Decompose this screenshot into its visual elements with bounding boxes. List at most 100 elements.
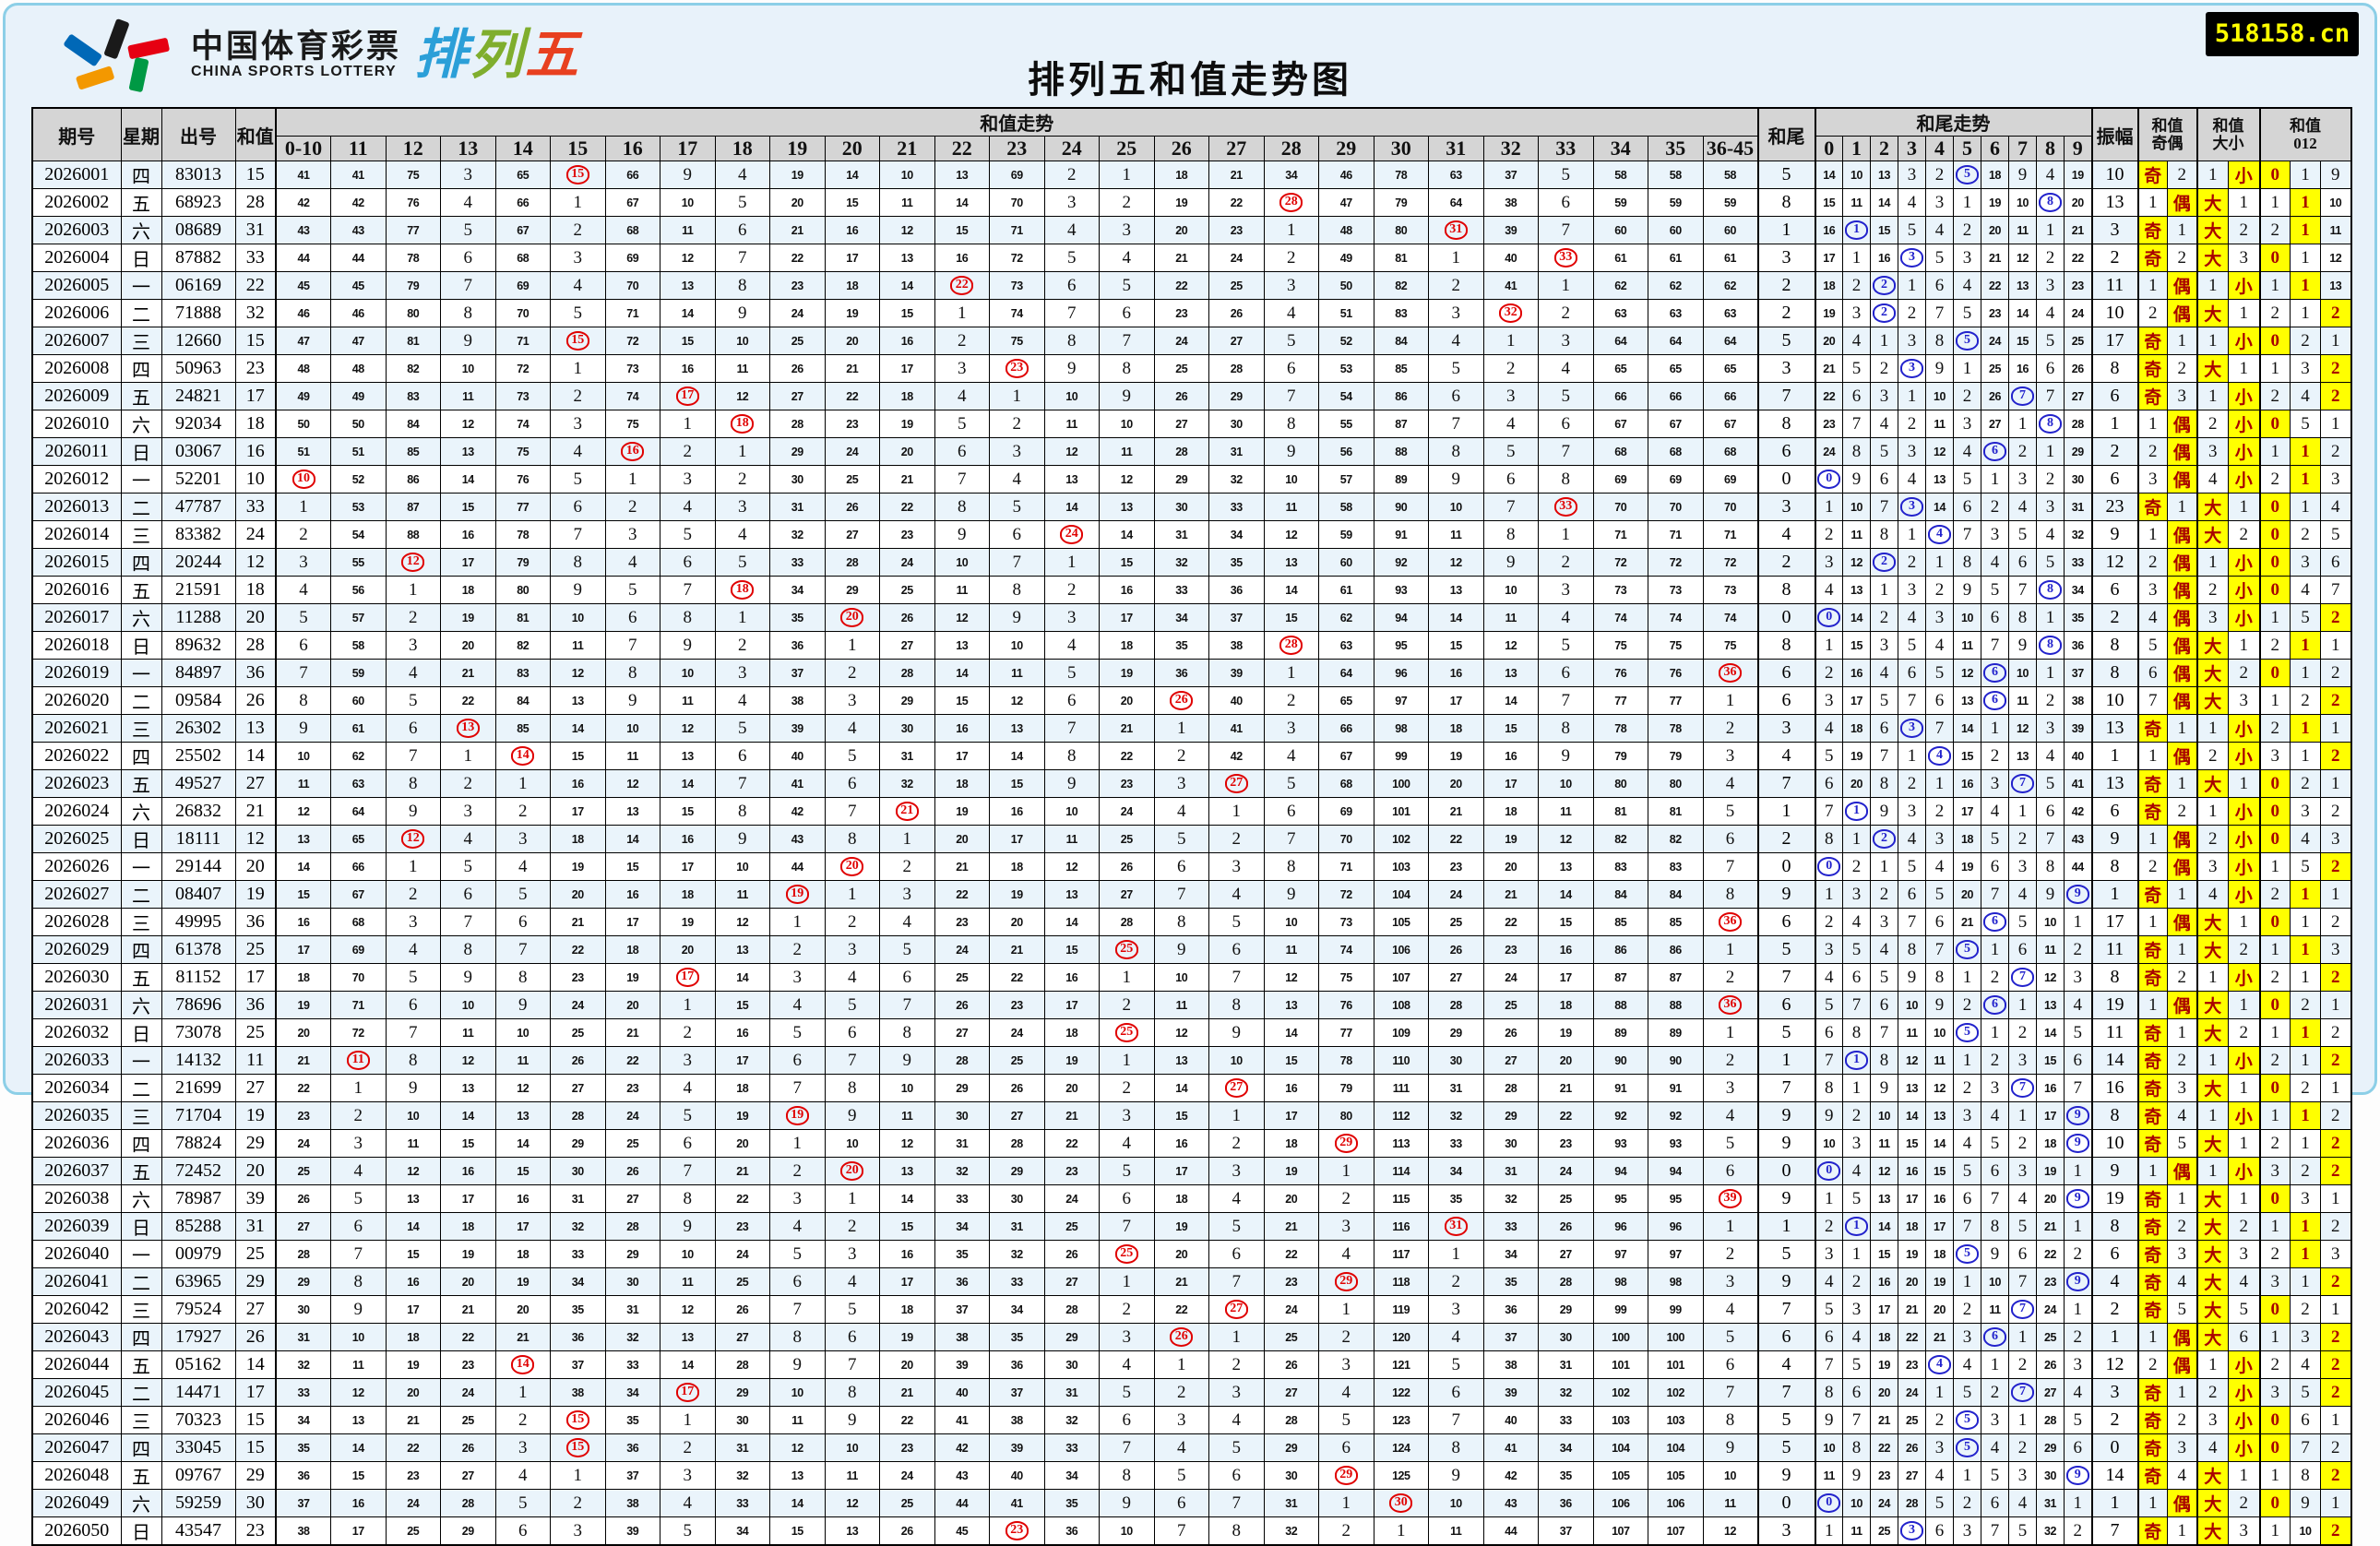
tail-trend-cell: 4 — [2036, 520, 2065, 549]
size-big-cell: 2 — [2196, 742, 2229, 770]
sum-trend-cell: 28 — [934, 1046, 990, 1075]
sum-trend-cell: 36 — [604, 1433, 660, 1462]
table-row: 2026001 四 83013 15 41 41 75 3 65 15 66 9 4 19 14 10 13 69… — [31, 161, 2351, 189]
period-cell: 2026003 — [31, 216, 122, 244]
amplitude-cell: 9 — [2090, 520, 2138, 549]
tail-value-cell: 8 — [1756, 631, 1815, 660]
sum-trend-cell: 11 — [714, 880, 770, 909]
sum-trend-cell: 19 — [1043, 1046, 1100, 1075]
tail-trend-cell: 9 — [1870, 797, 1898, 826]
sum-trend-cell: 33 — [1538, 1406, 1594, 1434]
sum-trend-cell: 33 — [1482, 1212, 1539, 1241]
draw-number-cell: 71888 — [161, 299, 236, 327]
tail-trend-hit-cell: 2 — [1870, 548, 1898, 577]
tail-trend-cell: 21 — [1898, 1295, 1926, 1324]
draw-number-cell: 05162 — [161, 1350, 236, 1379]
sum-trend-cell: 8 — [385, 1046, 441, 1075]
tail-trend-cell: 2 — [1953, 1489, 1981, 1517]
size-big-hit-cell: 大 — [2196, 1295, 2229, 1324]
sum-trend-cell: 5 — [1208, 908, 1265, 936]
sum-trend-cell: 73 — [1592, 576, 1648, 604]
tail-trend-cell: 20 — [1953, 880, 1981, 909]
sum-trend-cell: 2 — [440, 769, 496, 798]
sum-trend-cell: 14 — [1099, 520, 1155, 549]
sum-trend-cell: 6 — [1538, 410, 1594, 438]
sum-trend-cell: 3 — [1208, 1157, 1265, 1185]
sum-trend-cell: 18 — [494, 1240, 551, 1268]
week-cell: 二 — [120, 1378, 162, 1407]
sum-trend-cell: 10 — [1702, 1461, 1758, 1490]
sum-trend-cell: 23 — [1208, 216, 1265, 244]
sum-trend-cell: 27 — [714, 1323, 770, 1351]
tail-trend-cell: 14 — [2008, 299, 2037, 327]
tail-trend-cell: 9 — [1814, 1406, 1843, 1434]
sum-trend-cell: 19 — [1153, 188, 1209, 217]
sum-trend-cell: 4 — [989, 465, 1045, 494]
sum-trend-cell: 2 — [714, 465, 770, 494]
tail-trend-cell: 25 — [1898, 1406, 1926, 1434]
sum-trend-cell: 31 — [989, 1212, 1045, 1241]
sum-trend-cell: 28 — [1208, 354, 1265, 383]
tail-trend-cell: 16 — [1898, 1157, 1926, 1185]
sum-trend-cell: 67 — [1592, 410, 1648, 438]
sum-trend-cell: 13 — [1538, 852, 1594, 881]
sum-trend-cell: 16 — [989, 797, 1045, 826]
sum-trend-cell: 29 — [1153, 465, 1209, 494]
size-small-hit-cell: 小 — [2228, 963, 2260, 992]
sum-trend-cell: 8 — [989, 576, 1045, 604]
tail-trend-cell: 5 — [1953, 1378, 1981, 1407]
sum-trend-cell: 12 — [1099, 465, 1155, 494]
tail-value-cell: 0 — [1756, 852, 1815, 881]
sum-trend-cell: 4 — [1208, 1184, 1265, 1213]
sum-trend-cell: 10 — [879, 1074, 935, 1102]
sum-trend-cell: 27 — [769, 382, 826, 410]
sum-trend-cell: 9 — [1702, 1433, 1758, 1462]
sum-trend-cell: 13 — [824, 1516, 880, 1546]
sum-trend-cell: 2 — [660, 1018, 716, 1047]
amplitude-cell: 23 — [2090, 493, 2138, 521]
tail-value-cell: 0 — [1756, 1157, 1815, 1185]
tail-trend-cell: 5 — [2008, 908, 2037, 936]
tail-trend-cell: 9 — [1981, 1240, 2009, 1268]
tail-trend-cell: 8 — [1814, 1074, 1843, 1102]
sum-trend-cell: 7 — [1208, 963, 1265, 992]
sum-trend-cell: 15 — [879, 299, 935, 327]
tail-trend-cell: 5 — [1925, 659, 1954, 687]
tail-trend-cell: 7 — [2008, 576, 2037, 604]
sum-trend-cell: 35 — [1538, 1461, 1594, 1490]
parity-even-hit-cell: 偶 — [2167, 742, 2197, 770]
sum-trend-cell: 20 — [275, 1018, 331, 1047]
sum-trend-cell: 19 — [824, 299, 880, 327]
tail-trend-cell: 4 — [1953, 1129, 1981, 1158]
sum-trend-cell: 3 — [1702, 742, 1758, 770]
sum-trend-cell: 15 — [989, 769, 1045, 798]
mod3-cell: 4 — [2320, 493, 2351, 521]
tail-trend-cell: 15 — [1898, 1129, 1926, 1158]
sum-trend-cell: 6 — [769, 1046, 826, 1075]
sum-trend-cell: 5 — [769, 1240, 826, 1268]
period-cell: 2026034 — [31, 1074, 122, 1102]
sum-trend-cell: 7 — [1043, 299, 1100, 327]
parity-odd-cell: 1 — [2136, 1323, 2168, 1351]
table-row: 2026011 日 03067 16 51 51 85 13 75 4 16 2 1 29 24 20 6 3 12… — [31, 437, 2351, 466]
sum-trend-cell: 93 — [1648, 1129, 1704, 1158]
sum-trend-cell: 5 — [1702, 1323, 1758, 1351]
sum-trend-cell: 43 — [275, 216, 331, 244]
url-badge[interactable]: 518158.cn — [2206, 12, 2359, 56]
mod3-cell: 1 — [2258, 1018, 2291, 1047]
parity-odd-hit-cell: 奇 — [2136, 1046, 2168, 1075]
mod3-cell: 1 — [2258, 935, 2291, 964]
size-big-hit-cell: 大 — [2196, 493, 2229, 521]
tail-trend-cell: 14 — [1898, 1101, 1926, 1130]
sum-trend-cell: 35 — [989, 1323, 1045, 1351]
sum-trend-cell: 1 — [714, 603, 770, 632]
amplitude-cell: 8 — [2090, 354, 2138, 383]
sum-trend-cell: 18 — [275, 963, 331, 992]
tail-trend-cell: 5 — [1925, 880, 1954, 909]
tail-value-cell: 9 — [1756, 880, 1815, 909]
tail-trend-cell: 3 — [1870, 382, 1898, 410]
tail-trend-cell: 4 — [1981, 797, 2009, 826]
group-header-mod3: 和值 012 — [2258, 107, 2351, 161]
sum-trend-cell: 65 — [1318, 686, 1374, 715]
sum-trend-cell: 17 — [1538, 963, 1594, 992]
